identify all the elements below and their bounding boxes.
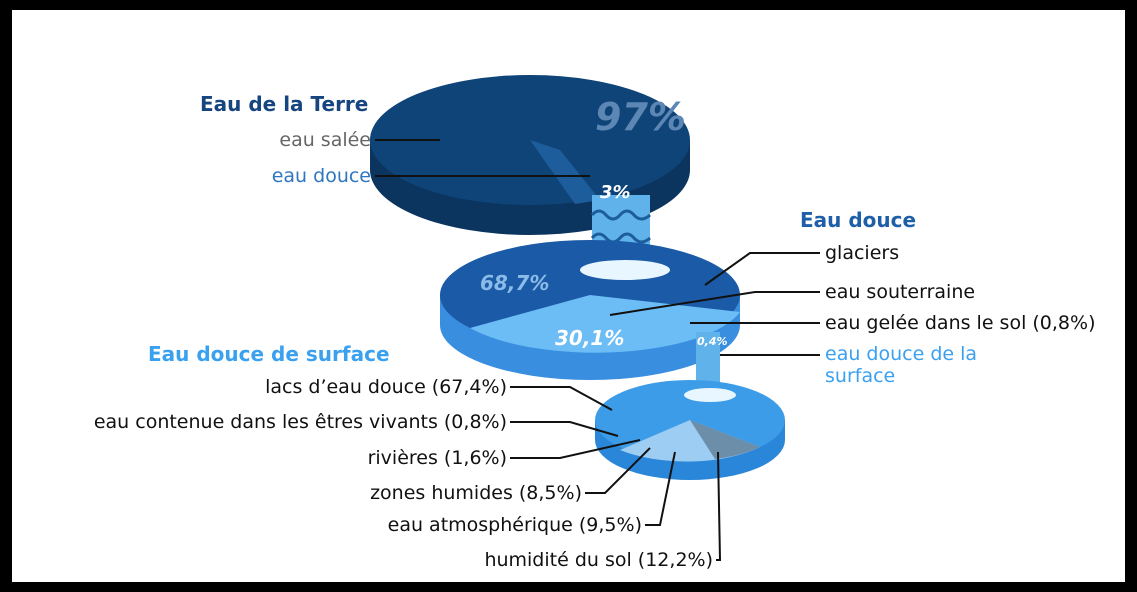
- section-title: Eau douce de surface: [148, 342, 390, 366]
- label: eau douce de la surface: [825, 343, 1015, 387]
- section-title: Eau douce: [800, 208, 916, 232]
- pie-label: 68,7%: [480, 271, 549, 295]
- label: lacs d’eau douce (67,4%): [265, 375, 507, 399]
- pie-label: 0,4%: [697, 335, 728, 348]
- label: eau contenue dans les êtres vivants (0,8…: [94, 410, 507, 434]
- label: humidité du sol (12,2%): [484, 548, 713, 572]
- label: eau salée: [279, 128, 371, 152]
- label: zones humides (8,5%): [370, 481, 582, 505]
- pie-label: 3%: [600, 182, 631, 203]
- label: eau douce: [272, 164, 371, 188]
- splash: [580, 260, 670, 280]
- section-title: Eau de la Terre: [200, 92, 368, 116]
- pie-label: 97%: [595, 95, 686, 139]
- label: eau atmosphérique (9,5%): [388, 513, 642, 537]
- pie-label: 30,1%: [555, 326, 624, 350]
- label: rivières (1,6%): [368, 446, 507, 470]
- page: 97% 3% 68,7% 30,1% 0,4% Eau de la Terre …: [0, 0, 1137, 592]
- splash: [684, 388, 736, 402]
- label: eau souterraine: [825, 280, 975, 304]
- label: glaciers: [825, 241, 899, 265]
- label: eau gelée dans le sol (0,8%): [825, 311, 1096, 335]
